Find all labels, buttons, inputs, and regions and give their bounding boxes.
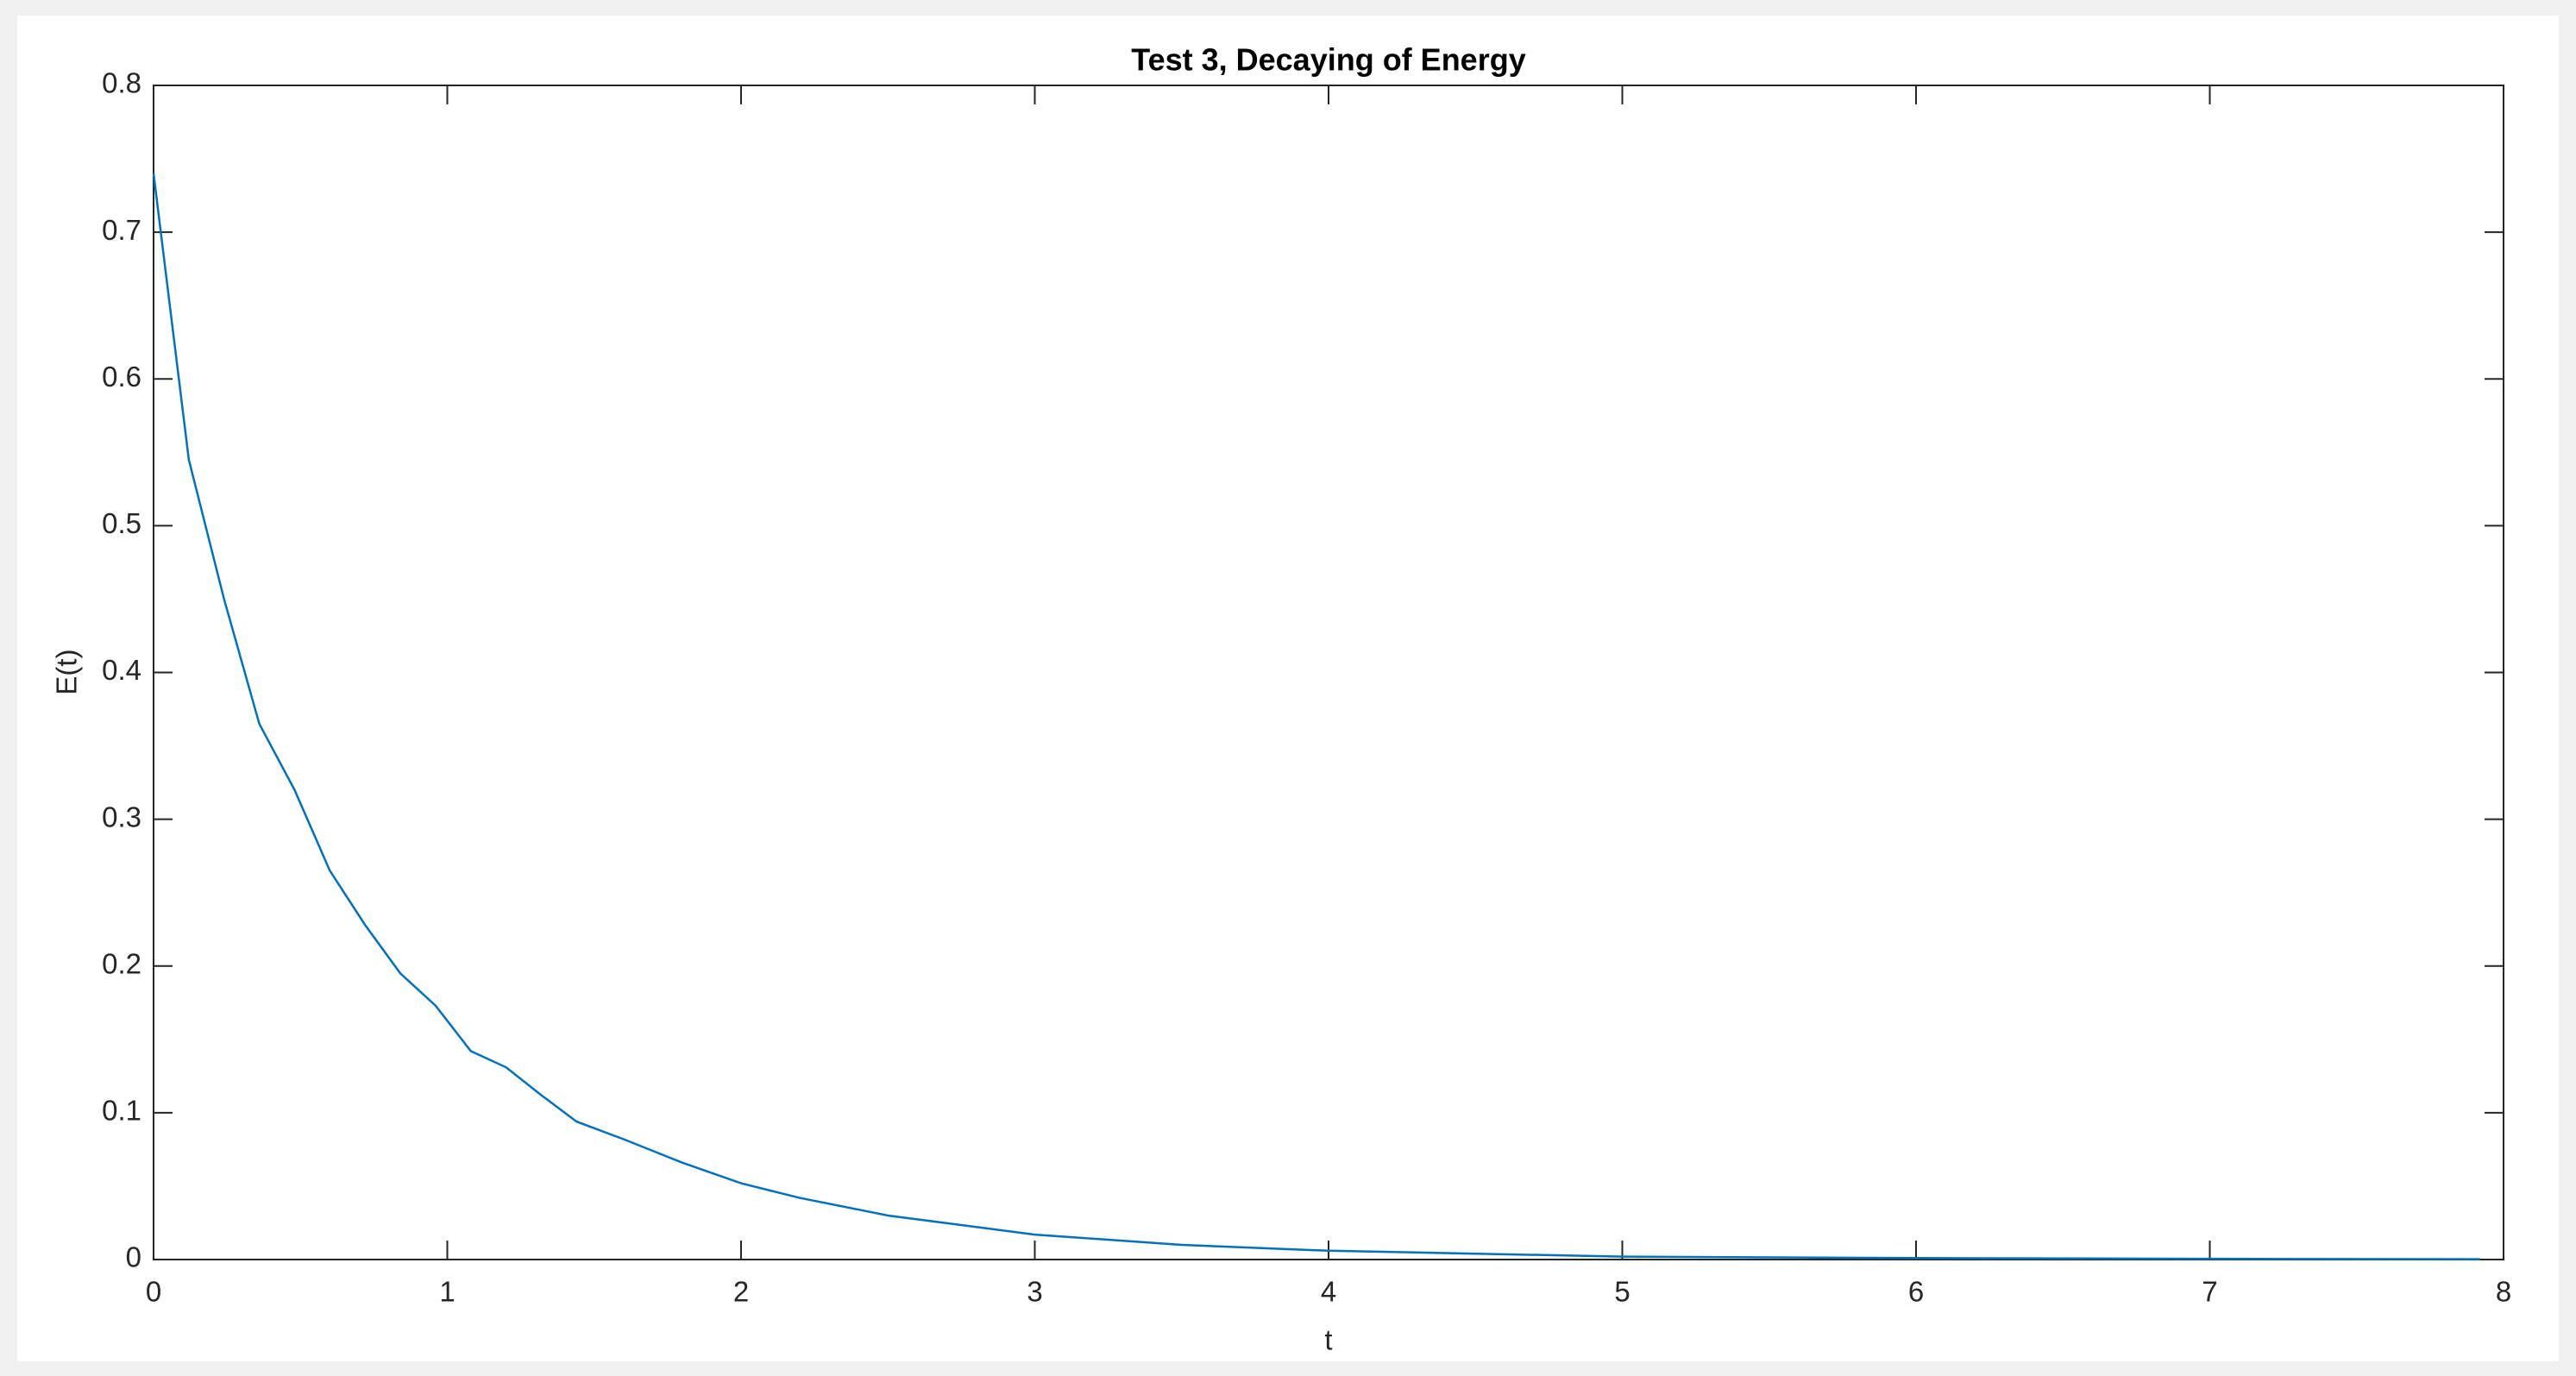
y-tick-label: 0 (126, 1241, 141, 1273)
y-tick-label: 0.5 (102, 507, 141, 539)
y-tick-label: 0.1 (102, 1095, 141, 1127)
y-tick-label: 0.3 (102, 801, 141, 833)
chart-title: Test 3, Decaying of Energy (1131, 42, 1525, 78)
x-tick-label: 6 (1908, 1276, 1924, 1308)
x-tick-label: 7 (2202, 1276, 2217, 1308)
x-axis-label: t (1324, 1324, 1332, 1356)
y-tick-label: 0.7 (102, 214, 141, 246)
x-tick-label: 8 (2496, 1276, 2511, 1308)
x-tick-label: 0 (146, 1276, 161, 1308)
data-line (152, 173, 2480, 1260)
x-tick-label: 1 (439, 1276, 455, 1308)
x-tick-label: 5 (1614, 1276, 1630, 1308)
y-tick-label: 0.2 (102, 947, 141, 979)
y-tick-label: 0.8 (102, 67, 141, 99)
plot-area (153, 85, 2504, 1260)
y-tick-label: 0.6 (102, 361, 141, 393)
x-tick-label: 2 (733, 1276, 749, 1308)
x-tick-label: 3 (1027, 1276, 1042, 1308)
x-tick-label: 4 (1321, 1276, 1336, 1308)
y-axis-label: E(t) (51, 649, 83, 694)
y-tick-label: 0.4 (102, 654, 141, 686)
